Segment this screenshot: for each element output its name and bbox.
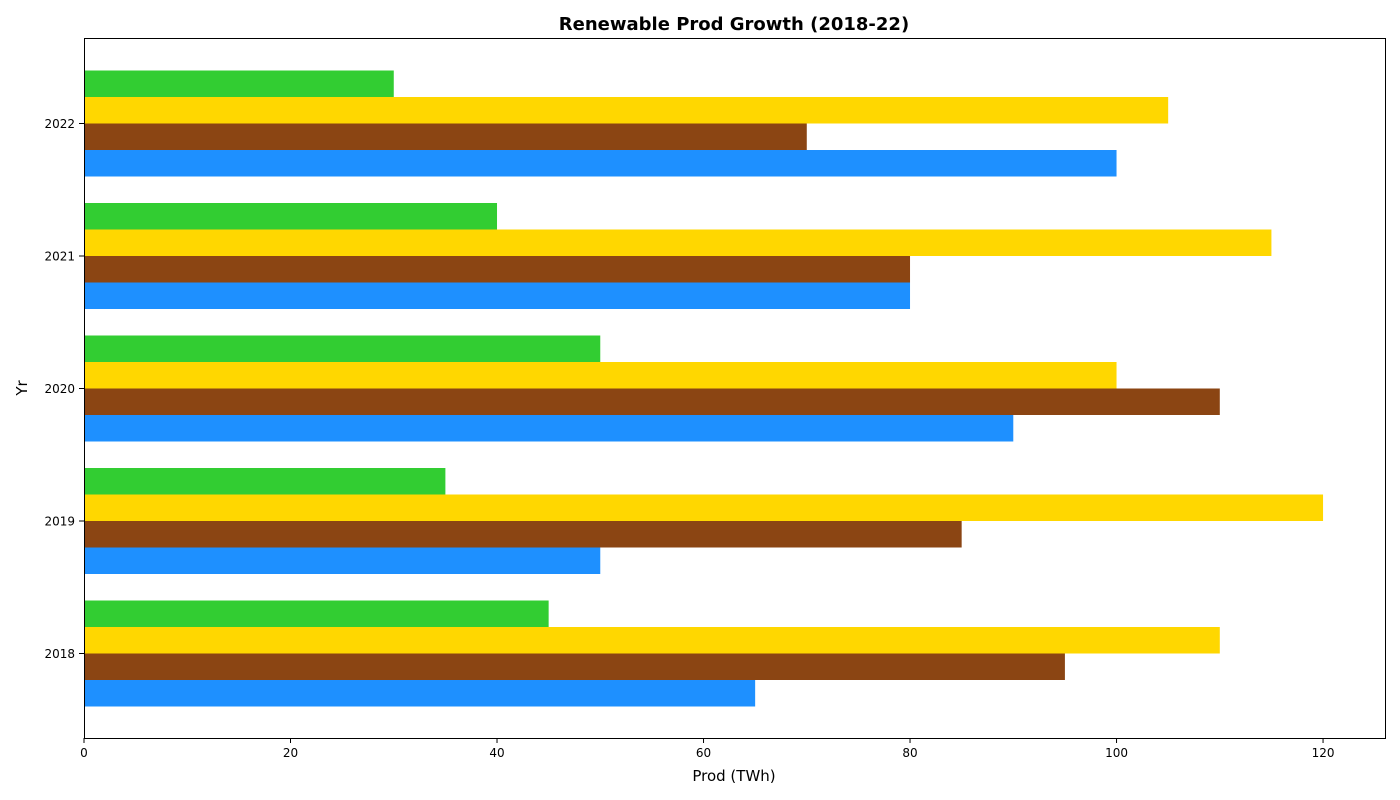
bar-2018-series-3 <box>84 627 1220 654</box>
bar-2018-series-4 <box>84 600 549 627</box>
bar-2019-series-3 <box>84 494 1324 521</box>
bar-2021-series-4 <box>84 203 498 230</box>
bar-2021-series-2 <box>84 256 911 283</box>
x-tick-label: 40 <box>489 746 504 760</box>
bar-2018-series-1 <box>84 680 756 707</box>
bar-2022-series-3 <box>84 97 1169 124</box>
bar-2022-series-1 <box>84 150 1117 177</box>
bar-2022-series-4 <box>84 70 394 97</box>
x-tick-label: 0 <box>80 746 88 760</box>
y-tick-label-2018: 2018 <box>44 647 75 661</box>
bar-2019-series-4 <box>84 468 446 495</box>
bar-2020-series-1 <box>84 415 1014 442</box>
y-tick-label-2019: 2019 <box>44 515 75 529</box>
y-tick-label-2020: 2020 <box>44 382 75 396</box>
bar-2021-series-1 <box>84 282 911 309</box>
x-tick-label: 80 <box>902 746 917 760</box>
bar-2020-series-4 <box>84 335 601 362</box>
bar-2021-series-3 <box>84 229 1272 256</box>
x-tick-label: 100 <box>1105 746 1128 760</box>
bar-2018-series-2 <box>84 653 1065 680</box>
y-axis-ticks: 2018 2019 2020 2021 2022 <box>44 117 84 661</box>
chart-title: Renewable Prod Growth (2018-22) <box>559 14 909 35</box>
x-tick-label: 120 <box>1312 746 1335 760</box>
x-axis-ticks: 0 20 40 60 80 100 120 <box>80 738 1335 760</box>
y-axis-label: Yr <box>13 380 31 397</box>
bar-2019-series-1 <box>84 547 601 574</box>
bar-2020-series-3 <box>84 362 1117 389</box>
y-tick-label-2022: 2022 <box>44 117 75 131</box>
x-tick-label: 20 <box>283 746 298 760</box>
bars-group <box>84 70 1324 707</box>
x-tick-label: 60 <box>696 746 711 760</box>
y-tick-label-2021: 2021 <box>44 250 75 264</box>
x-axis-label: Prod (TWh) <box>692 767 775 785</box>
bar-2020-series-2 <box>84 388 1220 415</box>
bar-2022-series-2 <box>84 123 807 150</box>
plot-frame <box>84 38 1386 739</box>
bar-2019-series-2 <box>84 521 962 548</box>
